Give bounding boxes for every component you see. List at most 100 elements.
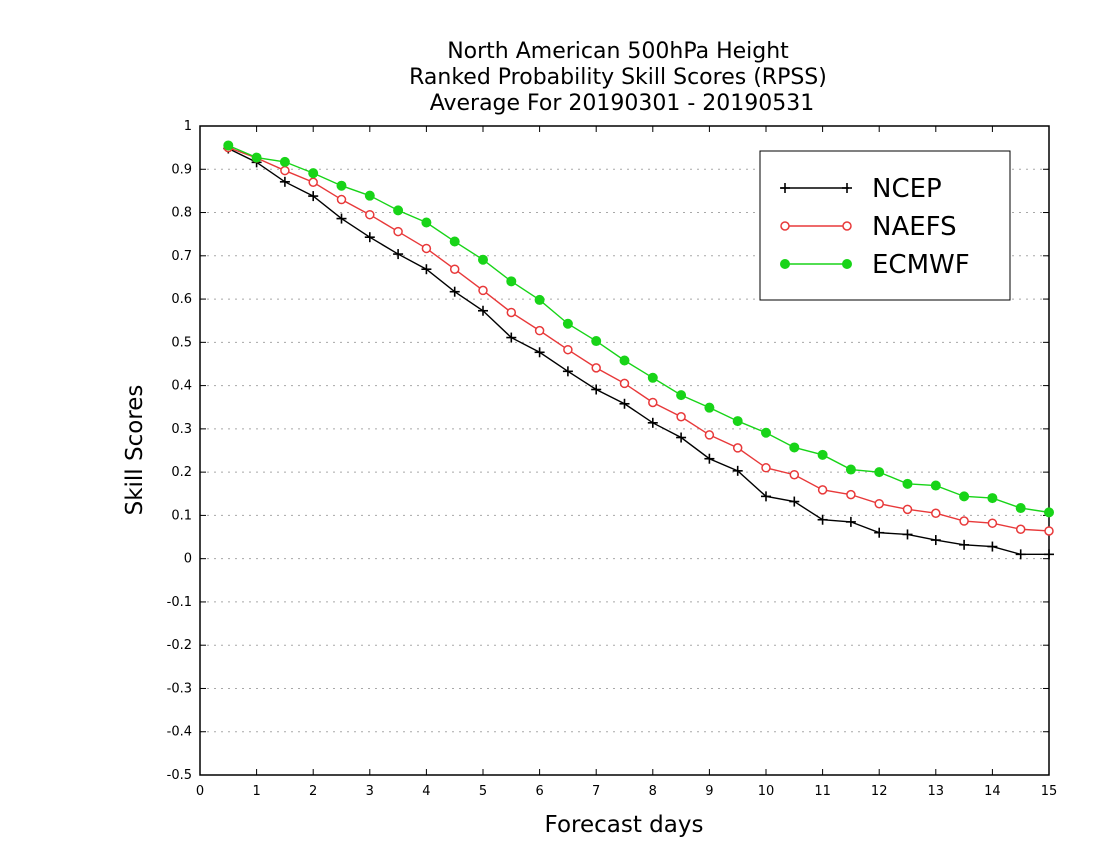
- data-point-ecmwf: [251, 152, 262, 163]
- data-point-ncep: [393, 249, 404, 260]
- x-tick-label: 14: [984, 784, 1001, 799]
- data-point-ncep: [789, 496, 800, 507]
- series-ncep: [223, 143, 1054, 560]
- data-point-ecmwf: [1015, 503, 1026, 514]
- legend-label-ecmwf: ECMWF: [872, 250, 970, 280]
- legend-marker-naefs: [842, 221, 852, 231]
- y-tick-label: -0.3: [167, 681, 192, 696]
- data-point-naefs: [506, 307, 517, 318]
- data-point-ecmwf: [647, 372, 658, 383]
- data-point-naefs: [817, 485, 828, 495]
- data-point-ncep: [279, 176, 290, 187]
- data-point-ncep: [676, 432, 687, 443]
- y-tick-label: -0.4: [167, 725, 192, 740]
- data-point-ncep: [421, 264, 432, 275]
- x-tick-label: 8: [649, 784, 657, 799]
- data-point-naefs: [449, 264, 460, 274]
- data-point-ecmwf: [987, 493, 998, 504]
- data-point-naefs: [959, 516, 969, 526]
- series-layer: [223, 140, 1054, 560]
- series-line-ncep: [227, 147, 1049, 556]
- y-tick-label: 0.4: [171, 379, 192, 394]
- x-tick-label: 3: [366, 784, 374, 799]
- data-point-naefs: [619, 378, 630, 389]
- data-point-ecmwf: [478, 254, 488, 265]
- legend-marker-ecmwf: [842, 259, 852, 269]
- data-point-ecmwf: [845, 464, 856, 475]
- x-tick-label: 12: [871, 784, 888, 799]
- data-point-naefs: [931, 508, 941, 518]
- data-point-ecmwf: [959, 491, 970, 502]
- data-point-naefs: [280, 165, 290, 176]
- x-tick-label: 1: [252, 784, 260, 799]
- x-tick-label: 6: [535, 784, 543, 799]
- y-tick-label: 0.2: [171, 465, 192, 480]
- y-tick-label: 0.3: [171, 422, 192, 437]
- data-point-ecmwf: [1044, 507, 1054, 518]
- data-point-naefs: [648, 397, 658, 408]
- y-tick-label: 0.1: [171, 508, 192, 523]
- data-point-naefs: [1044, 526, 1054, 536]
- data-point-ecmwf: [676, 390, 687, 401]
- data-point-naefs: [676, 412, 686, 422]
- data-point-ncep: [761, 491, 771, 502]
- data-point-naefs: [336, 194, 347, 205]
- data-point-naefs: [874, 498, 884, 509]
- data-point-ncep: [619, 398, 630, 409]
- data-point-ecmwf: [506, 276, 517, 287]
- data-point-ecmwf: [930, 480, 941, 491]
- data-point-ncep: [534, 347, 545, 358]
- y-tick-label: 0.6: [171, 292, 192, 307]
- data-point-ecmwf: [761, 427, 771, 438]
- series-line-naefs: [228, 146, 1050, 532]
- data-point-ecmwf: [619, 355, 630, 366]
- legend-label-ncep: NCEP: [872, 174, 942, 204]
- data-point-naefs: [534, 325, 545, 336]
- data-point-naefs: [1015, 524, 1026, 534]
- legend-marker-ncep: [780, 183, 790, 193]
- data-point-ecmwf: [817, 449, 828, 460]
- x-axis-label: Forecast days: [545, 812, 704, 838]
- legend: NCEP NAEFS ECMWF: [759, 150, 1011, 301]
- data-point-naefs: [732, 443, 743, 453]
- x-tick-label: 10: [758, 784, 775, 799]
- y-tick-label: 0: [184, 552, 192, 567]
- data-point-naefs: [987, 518, 998, 528]
- data-point-ecmwf: [449, 236, 460, 247]
- y-tick-label: -0.5: [167, 768, 192, 783]
- data-point-ncep: [902, 529, 913, 540]
- legend-item-naefs: NAEFS: [780, 212, 957, 242]
- data-point-ncep: [732, 465, 743, 476]
- data-point-naefs: [563, 344, 573, 355]
- legend-item-ncep: NCEP: [780, 174, 942, 204]
- data-point-ecmwf: [223, 140, 234, 151]
- data-point-ecmwf: [902, 478, 913, 489]
- data-point-ncep: [308, 191, 319, 202]
- data-point-ncep: [647, 417, 658, 428]
- data-point-ecmwf: [279, 156, 290, 167]
- data-point-ncep: [1015, 549, 1026, 560]
- data-point-ncep: [1044, 549, 1054, 560]
- data-point-naefs: [902, 504, 913, 515]
- x-tick-label: 11: [814, 784, 831, 799]
- data-point-ncep: [506, 332, 517, 343]
- x-tick-label: 15: [1041, 784, 1058, 799]
- data-point-ncep: [562, 366, 573, 377]
- x-tick-label: 5: [479, 784, 487, 799]
- data-point-ecmwf: [562, 318, 573, 329]
- plot-frame: [199, 125, 1050, 776]
- data-point-ncep: [449, 286, 460, 297]
- tick-layer: 1 0.9 0.8 0.7 0.6 0.5 0.4 0.3 0.2 0.1 0 -0.1 -0.2 -0.…: [167, 119, 1058, 799]
- data-point-naefs: [704, 430, 715, 440]
- data-point-ecmwf: [704, 402, 715, 413]
- data-point-ecmwf: [308, 168, 319, 179]
- data-point-naefs: [393, 226, 403, 237]
- data-point-naefs: [761, 463, 771, 473]
- chart-title-line-2: Ranked Probability Skill Scores (RPSS): [409, 65, 827, 90]
- y-tick-label: 0.8: [171, 206, 192, 221]
- legend-label-naefs: NAEFS: [872, 212, 957, 242]
- y-tick-label: 0.7: [171, 249, 192, 264]
- data-point-ncep: [959, 539, 970, 550]
- y-axis-label: Skill Scores: [122, 385, 148, 516]
- data-point-ncep: [591, 384, 602, 395]
